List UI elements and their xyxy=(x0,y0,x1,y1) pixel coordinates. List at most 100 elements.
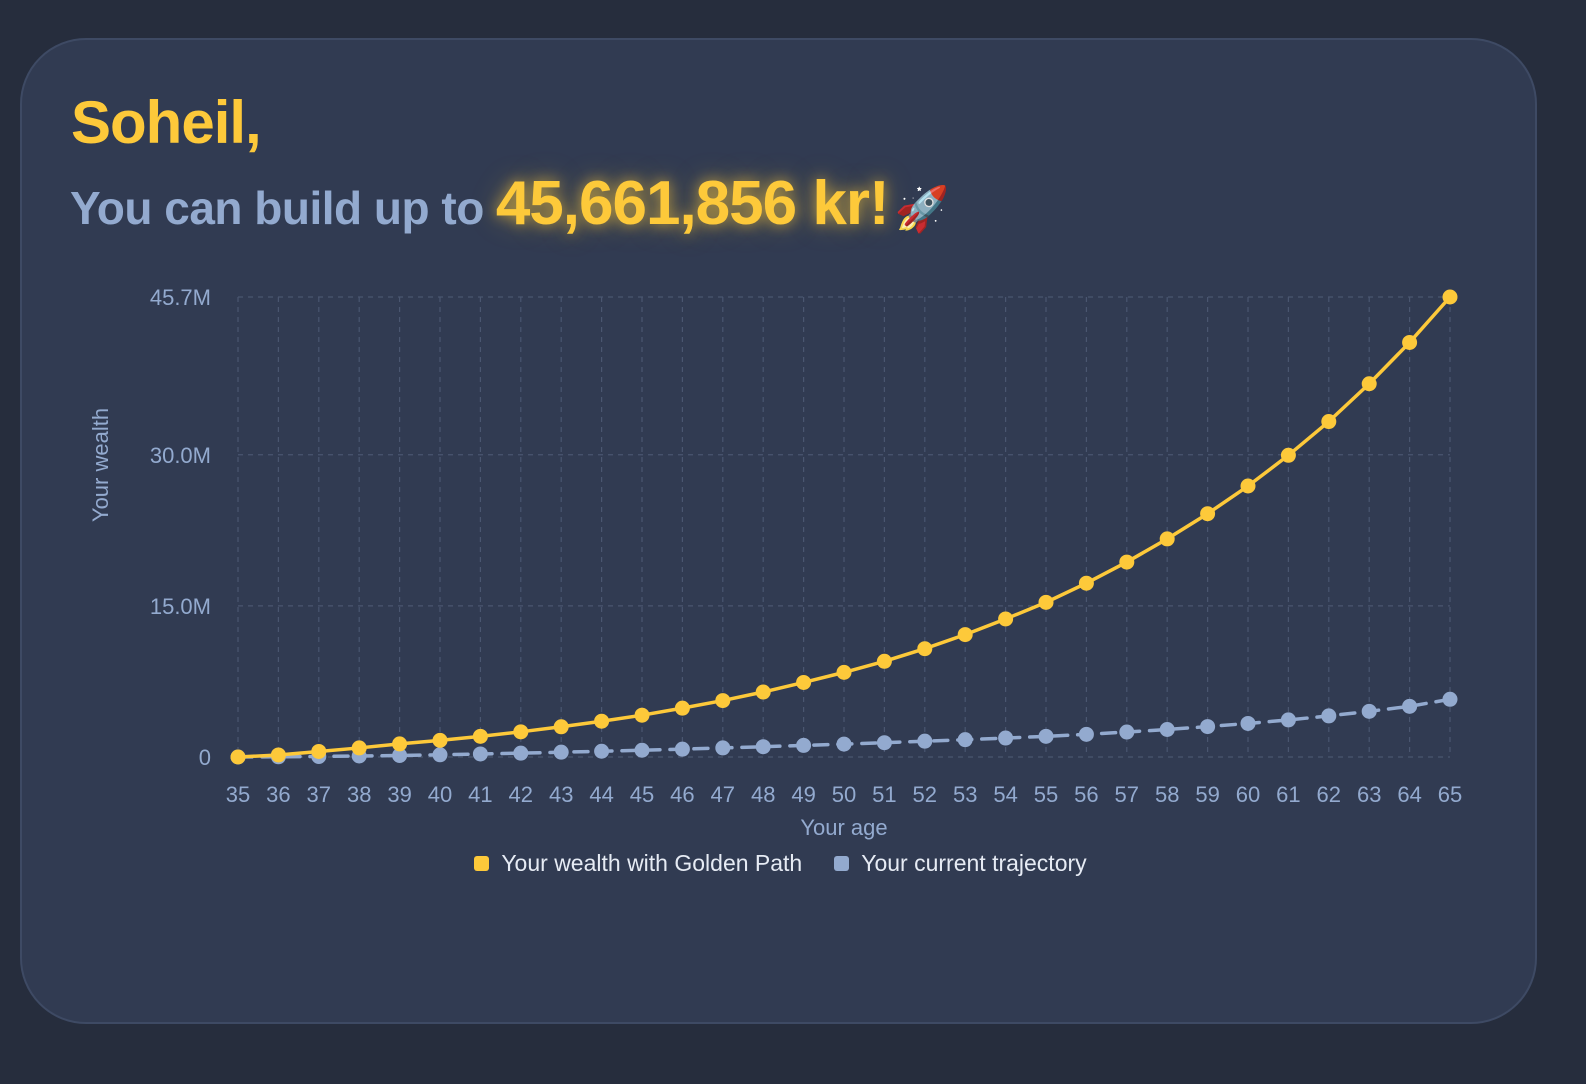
x-tick-label: 35 xyxy=(226,782,250,807)
y-axis-title: Your wealth xyxy=(88,408,113,522)
rocket-emoji: 🚀 xyxy=(894,185,950,234)
chart-grid xyxy=(237,296,1451,758)
current-trajectory-point xyxy=(1361,703,1377,719)
wealth-chart: 0 15.0M 30.0M 45.7M 35 36 37 38 39 40 41 42 43 44 45 4… xyxy=(88,285,1462,840)
golden-path-point xyxy=(715,693,731,709)
legend-item-current-trajectory[interactable]: Your current trajectory xyxy=(834,850,1087,877)
current-trajectory-point xyxy=(1442,691,1458,707)
wealth-card: Soheil, You can build up to 45,661,856 k… xyxy=(20,38,1537,1024)
golden-path-point xyxy=(1038,594,1054,610)
current-trajectory-point xyxy=(392,747,408,763)
current-trajectory-point xyxy=(553,744,569,760)
x-tick-label: 45 xyxy=(630,782,654,807)
current-trajectory-point xyxy=(876,735,892,751)
golden-path-point xyxy=(1280,447,1296,463)
greeting-title: Soheil, xyxy=(71,89,262,156)
golden-path-point xyxy=(796,674,812,690)
x-tick-label: 61 xyxy=(1276,782,1300,807)
golden-path-point xyxy=(432,732,448,748)
golden-path-point xyxy=(998,611,1014,627)
x-tick-label: 42 xyxy=(509,782,533,807)
golden-path-point xyxy=(513,724,529,740)
current-trajectory-point xyxy=(1240,715,1256,731)
golden-path-point xyxy=(836,664,852,680)
current-trajectory-point xyxy=(796,737,812,753)
x-tick-label: 60 xyxy=(1236,782,1260,807)
golden-path-point xyxy=(311,743,327,759)
y-tick-label: 15.0M xyxy=(150,594,211,619)
golden-path-point xyxy=(1442,289,1458,305)
x-tick-label: 51 xyxy=(872,782,896,807)
x-tick-label: 58 xyxy=(1155,782,1179,807)
legend-swatch-current-trajectory xyxy=(834,856,850,871)
x-tick-label: 56 xyxy=(1074,782,1098,807)
golden-path-point xyxy=(553,719,569,735)
x-tick-label: 49 xyxy=(791,782,815,807)
golden-path-point xyxy=(230,749,246,765)
x-tick-label: 55 xyxy=(1034,782,1058,807)
wealth-amount: 45,661,856 kr! xyxy=(495,169,890,238)
golden-path-point xyxy=(957,627,973,643)
golden-path-point xyxy=(1402,334,1418,350)
x-tick-label: 65 xyxy=(1438,782,1462,807)
legend-item-golden-path[interactable]: Your wealth with Golden Path xyxy=(474,850,802,877)
current-trajectory-point xyxy=(513,745,529,761)
golden-path-point xyxy=(634,707,650,723)
x-tick-label: 39 xyxy=(387,782,411,807)
x-tick-label: 50 xyxy=(832,782,856,807)
golden-path-point xyxy=(1361,376,1377,392)
current-trajectory-point xyxy=(917,733,933,749)
current-trajectory-point xyxy=(1119,724,1135,740)
x-tick-label: 37 xyxy=(307,782,331,807)
current-trajectory-point xyxy=(957,732,973,748)
current-trajectory-point xyxy=(836,736,852,752)
legend-label-golden-path: Your wealth with Golden Path xyxy=(501,850,803,876)
x-tick-label: 53 xyxy=(953,782,977,807)
current-trajectory-point xyxy=(755,739,771,755)
current-trajectory-point xyxy=(1321,708,1337,724)
current-trajectory-point xyxy=(715,740,731,756)
x-tick-label: 62 xyxy=(1317,782,1341,807)
chart-legend: Your wealth with Golden Path Your curren… xyxy=(22,850,1539,877)
x-tick-label: 44 xyxy=(589,782,613,807)
golden-path-point xyxy=(472,728,488,744)
current-trajectory-point xyxy=(674,741,690,757)
y-axis-ticks: 0 15.0M 30.0M 45.7M xyxy=(150,285,211,770)
y-tick-label: 30.0M xyxy=(150,443,211,468)
current-trajectory-point xyxy=(1159,721,1175,737)
y-tick-label: 45.7M xyxy=(150,285,211,310)
x-tick-label: 63 xyxy=(1357,782,1381,807)
x-tick-label: 54 xyxy=(993,782,1017,807)
x-tick-label: 40 xyxy=(428,782,452,807)
golden-path-point xyxy=(392,736,408,752)
golden-path-point xyxy=(674,700,690,716)
golden-path-point xyxy=(594,713,610,729)
golden-path-point xyxy=(876,653,892,669)
x-tick-label: 47 xyxy=(711,782,735,807)
golden-path-point xyxy=(270,747,286,763)
headline: You can build up to 45,661,856 kr! 🚀 xyxy=(70,168,949,239)
x-tick-label: 41 xyxy=(468,782,492,807)
golden-path-point xyxy=(1200,506,1216,522)
current-trajectory-point xyxy=(432,747,448,763)
current-trajectory-point xyxy=(1200,719,1216,735)
current-trajectory-point xyxy=(998,730,1014,746)
headline-text: You can build up to xyxy=(70,182,484,234)
x-tick-label: 64 xyxy=(1397,782,1421,807)
x-tick-label: 38 xyxy=(347,782,371,807)
x-tick-label: 36 xyxy=(266,782,290,807)
golden-path-point xyxy=(1078,575,1094,591)
y-tick-label: 0 xyxy=(199,745,211,770)
golden-path-point xyxy=(1119,554,1135,570)
current-trajectory-point xyxy=(1280,712,1296,728)
x-tick-label: 43 xyxy=(549,782,573,807)
current-trajectory-point xyxy=(472,746,488,762)
x-tick-label: 52 xyxy=(913,782,937,807)
golden-path-point xyxy=(1240,478,1256,494)
current-trajectory-point xyxy=(1402,698,1418,714)
x-tick-label: 48 xyxy=(751,782,775,807)
golden-path-point xyxy=(755,684,771,700)
x-tick-label: 57 xyxy=(1115,782,1139,807)
x-tick-label: 46 xyxy=(670,782,694,807)
golden-path-point xyxy=(1159,531,1175,547)
